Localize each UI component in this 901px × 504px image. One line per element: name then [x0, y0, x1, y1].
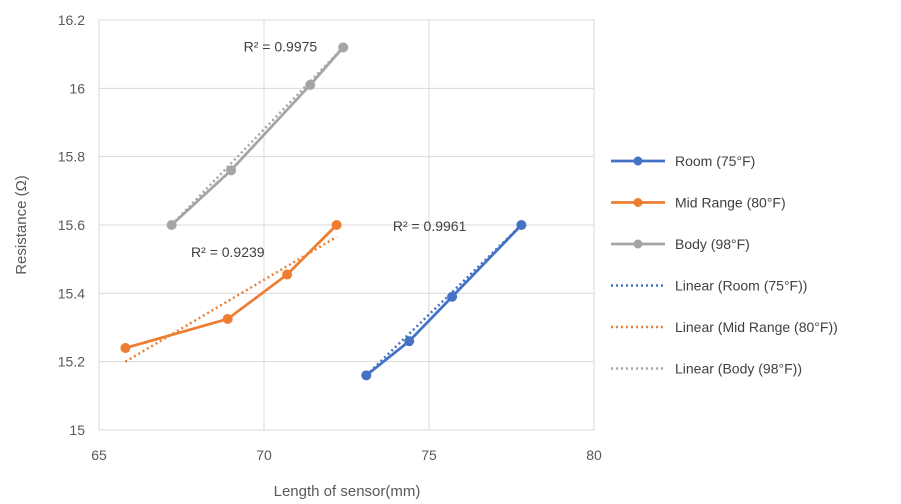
r2-annotations: R² = 0.9961 R² = 0.9239 R² = 0.9975	[191, 38, 467, 260]
x-axis-title: Length of sensor(mm)	[274, 483, 421, 500]
y-tick-label: 16.2	[58, 12, 85, 28]
series-line-0	[365, 224, 523, 377]
data-point	[331, 220, 342, 230]
data-point	[226, 165, 236, 176]
y-tick-label: 16	[69, 80, 85, 96]
y-tick-label: 15	[69, 422, 85, 438]
x-tick-label: 70	[256, 447, 272, 463]
data-point	[361, 370, 372, 381]
data-point	[447, 291, 458, 302]
data-point	[338, 42, 349, 53]
y-tick-label: 15.6	[58, 217, 85, 233]
y-tick-label: 15.8	[58, 149, 85, 165]
trendline-2	[170, 46, 345, 226]
x-tick-label: 80	[586, 447, 602, 463]
r2-label-2: R² = 0.9975	[244, 38, 318, 54]
data-series	[120, 42, 527, 381]
legend-marker-1	[633, 198, 643, 207]
legend: Room (75°F) Mid Range (80°F) Body (98°F) Li…	[611, 153, 838, 377]
y-tick-label: 15.2	[58, 354, 85, 370]
legend-label-2: Body (98°F)	[675, 236, 750, 252]
data-point	[120, 343, 131, 353]
x-tick-label: 65	[91, 447, 107, 463]
legend-marker-2	[633, 239, 643, 249]
r2-label-1: R² = 0.9239	[191, 244, 265, 260]
legend-marker-0	[633, 156, 643, 166]
data-point	[166, 220, 177, 230]
series-line-2	[170, 46, 345, 227]
data-point	[404, 336, 415, 347]
data-point	[282, 269, 293, 280]
gridlines	[98, 19, 595, 431]
legend-label-4: Linear (Mid Range (80°F))	[675, 319, 838, 335]
legend-label-0: Room (75°F)	[675, 153, 755, 169]
tick-labels: 15 15.2 15.4 15.6 15.8 16 16.2 65 70 75 80	[58, 12, 602, 463]
x-tick-label: 75	[421, 447, 437, 463]
y-axis-title: Resistance (Ω)	[13, 175, 30, 275]
series-line-1	[125, 224, 338, 350]
y-tick-label: 15.4	[58, 285, 85, 301]
data-point	[516, 220, 527, 230]
legend-label-3: Linear (Room (75°F))	[675, 278, 807, 294]
data-point	[305, 79, 316, 90]
trendline-1	[124, 235, 338, 363]
legend-label-1: Mid Range (80°F)	[675, 195, 786, 211]
data-point	[222, 313, 233, 324]
r2-label-0: R² = 0.9961	[393, 218, 467, 234]
legend-label-5: Linear (Body (98°F))	[675, 361, 802, 377]
